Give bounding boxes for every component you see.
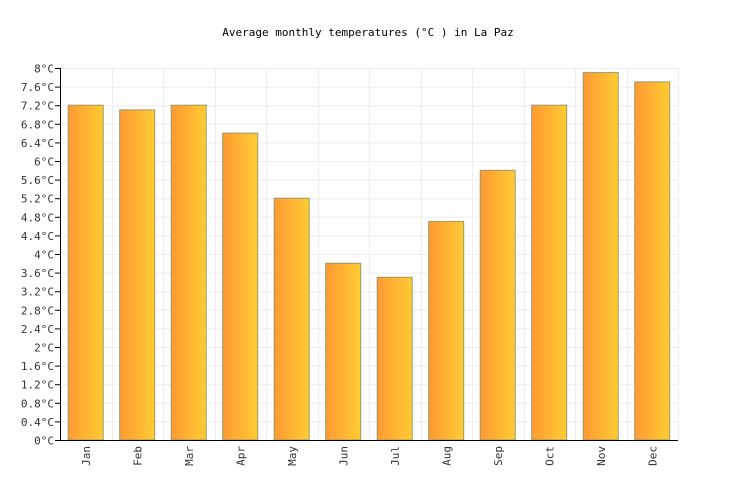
x-tick-label: Dec — [646, 446, 659, 466]
bar-mar — [170, 104, 207, 441]
y-tick-label: 2°C — [34, 342, 54, 355]
y-tick-label: 2.8°C — [21, 304, 54, 317]
x-tick-label: Jul — [389, 446, 402, 466]
chart-title: Average monthly temperatures (°C ) in La… — [222, 26, 514, 39]
y-tick-labels: 0°C 0.4°C 0.8°C 1.2°C 1.6°C 2°C 2.4°C 2.8°C 3.2°… — [21, 63, 54, 448]
x-tick-label: Nov — [595, 446, 608, 466]
bar-dec — [634, 81, 671, 441]
x-tick-label: Apr — [234, 446, 247, 466]
y-tick-label: 0.4°C — [21, 416, 54, 429]
y-tick-label: 3.6°C — [21, 267, 54, 280]
bars — [67, 72, 671, 441]
axes — [60, 68, 678, 441]
x-tick-label: May — [286, 446, 299, 466]
bar-oct — [531, 104, 568, 441]
y-tick-label: 7.2°C — [21, 100, 54, 113]
x-tick-label: Aug — [440, 446, 453, 466]
bar-jul — [376, 276, 413, 441]
grid-lines — [55, 68, 679, 441]
x-tick-label: Oct — [543, 446, 556, 466]
y-tick-label: 6.4°C — [21, 137, 54, 150]
y-tick-label: 4.4°C — [21, 230, 54, 243]
bar-aug — [428, 220, 465, 441]
y-tick-label: 3.2°C — [21, 286, 54, 299]
bar-jan — [67, 104, 104, 441]
y-tick-label: 1.2°C — [21, 379, 54, 392]
bar-sep — [479, 169, 516, 441]
x-tick-label: Feb — [131, 446, 144, 466]
y-tick-label: 4.8°C — [21, 211, 54, 224]
y-tick-label: 0.8°C — [21, 397, 54, 410]
y-tick-label: 6°C — [34, 156, 54, 169]
y-tick-label: 8°C — [34, 63, 54, 76]
y-tick-label: 6.8°C — [21, 118, 54, 131]
bar-may — [273, 197, 310, 441]
x-tick-labels: Jan Feb Mar Apr May Jun Jul Aug Sep Oct Nov Dec — [80, 446, 659, 466]
x-tick-label: Jan — [80, 446, 93, 466]
y-tick-label: 2.4°C — [21, 323, 54, 336]
x-tick-label: Jun — [337, 446, 350, 466]
bar-apr — [222, 132, 259, 441]
y-tick-label: 5.2°C — [21, 193, 54, 206]
bar-jun — [325, 262, 362, 441]
bar-feb — [119, 109, 156, 441]
y-tick-label: 0°C — [34, 435, 54, 448]
x-tick-label: Mar — [183, 446, 196, 466]
x-tick-label: Sep — [492, 446, 505, 466]
bar-nov — [582, 72, 619, 441]
y-tick-label: 1.6°C — [21, 360, 54, 373]
y-tick-label: 5.6°C — [21, 174, 54, 187]
y-tick-label: 7.6°C — [21, 81, 54, 94]
y-tick-label: 4°C — [34, 249, 54, 262]
